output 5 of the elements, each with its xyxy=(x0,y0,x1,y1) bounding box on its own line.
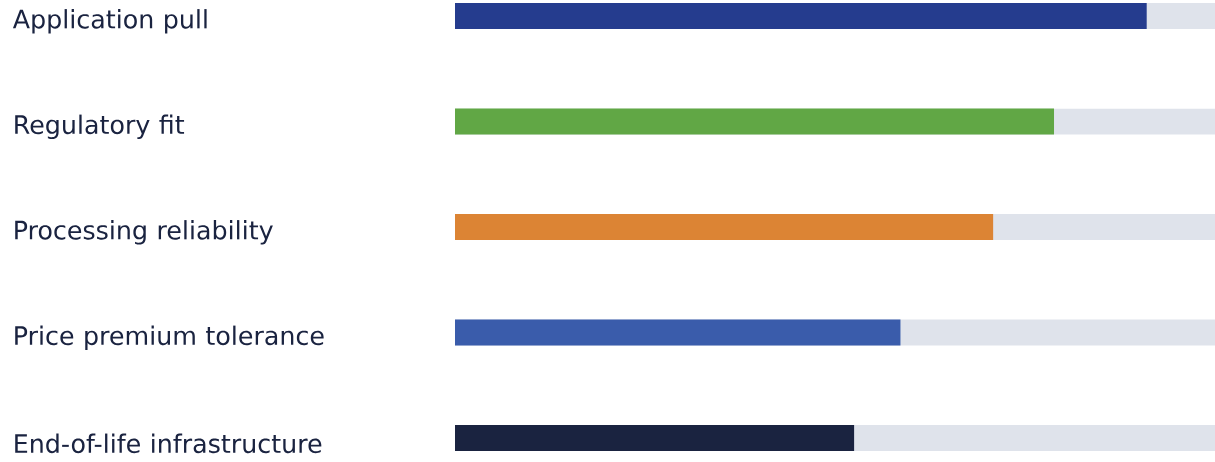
y-tick-label: Processing reliability xyxy=(15,220,273,245)
y-tick-label: Application pull xyxy=(12,9,207,34)
y-tick-label: Regulatory fit xyxy=(15,114,185,140)
y-tick-label: Price premium tolerance xyxy=(15,325,324,351)
y-tick-label: End-of-life infrastructure xyxy=(15,433,322,454)
